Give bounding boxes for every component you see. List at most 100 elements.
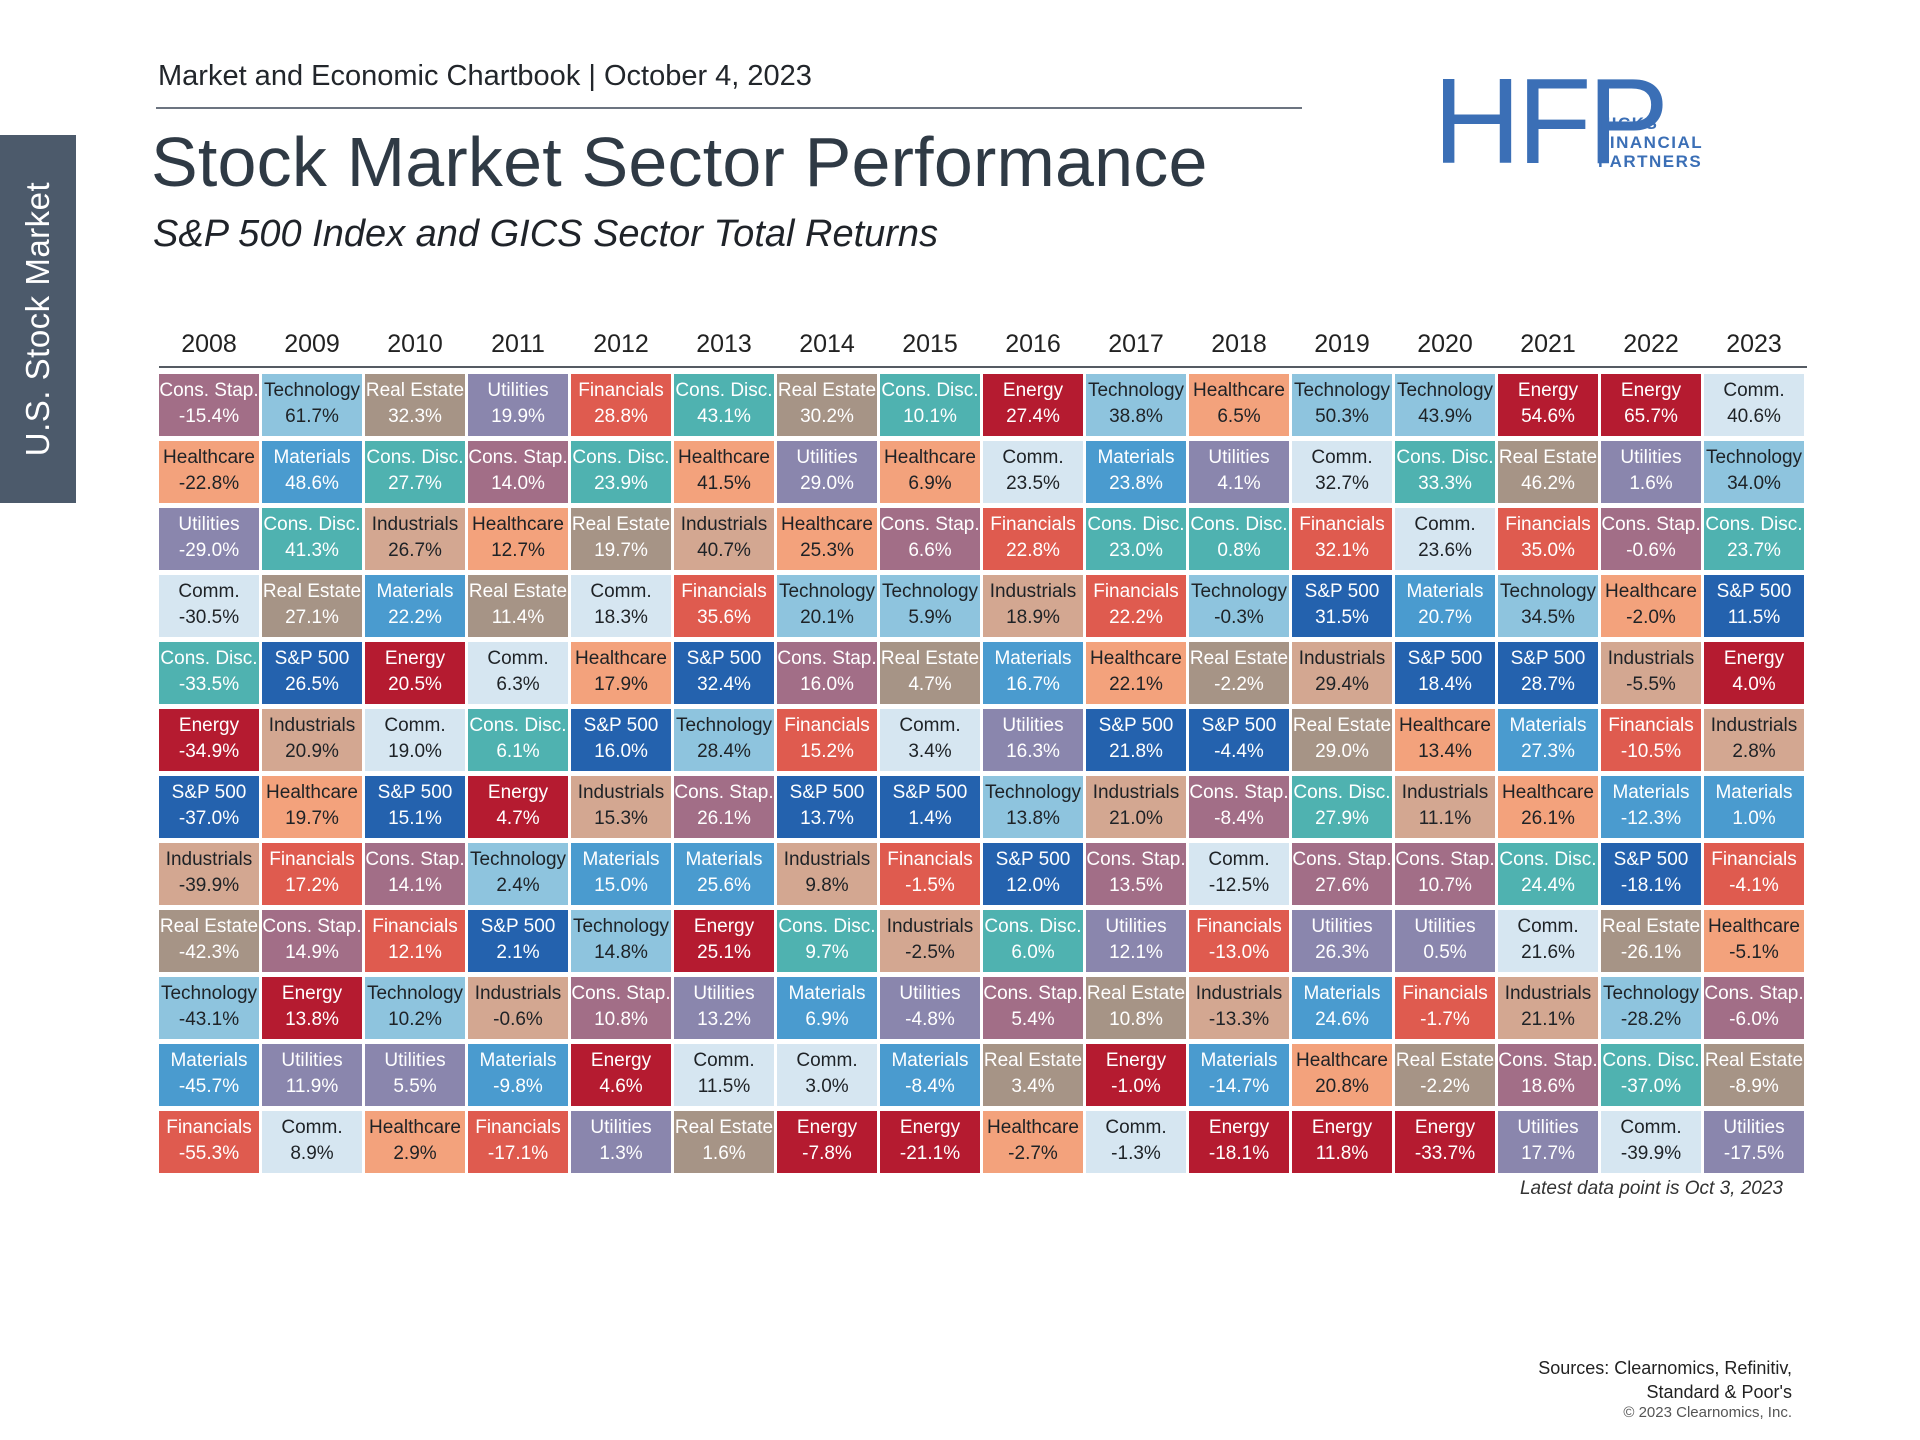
sector-tile: Real Estate 19.7%: [571, 508, 671, 570]
sector-return: 11.5%: [697, 1076, 751, 1097]
sector-name: Technology: [1602, 983, 1700, 1004]
sector-name: Energy: [899, 1117, 961, 1138]
year-header-rule: [159, 366, 1807, 368]
sector-return: 50.3%: [1315, 406, 1369, 427]
sector-name: Cons. Stap.: [1292, 849, 1392, 870]
logo-mark: HFP: [1433, 53, 1669, 189]
sector-tile: Materials 1.0%: [1704, 776, 1804, 838]
sector-tile: Materials 27.3%: [1498, 709, 1598, 771]
sector-return: 12.7%: [491, 540, 545, 561]
sector-name: Financials: [1093, 581, 1179, 602]
sector-return: 19.9%: [491, 406, 545, 427]
sector-tile: Materials 24.6%: [1292, 977, 1392, 1039]
year-label: 2009: [284, 330, 340, 358]
sector-return: 17.9%: [594, 674, 648, 695]
sector-name: Healthcare: [1193, 380, 1285, 401]
sector-tile: Materials 15.0%: [571, 843, 671, 905]
sector-tile: Real Estate 1.6%: [674, 1111, 774, 1173]
sector-tile: Cons. Disc. 27.9%: [1292, 776, 1392, 838]
sector-name: Industrials: [1504, 983, 1592, 1004]
sector-name: Comm.: [1002, 447, 1064, 468]
sector-name: Cons. Stap.: [1086, 849, 1186, 870]
sector-return: -13.0%: [1208, 942, 1270, 963]
sector-name: Industrials: [886, 916, 974, 937]
sector-name: Financials: [372, 916, 458, 937]
sector-name: Industrials: [989, 581, 1077, 602]
sector-tile: Energy 25.1%: [674, 910, 774, 972]
sector-return: -13.3%: [1208, 1009, 1270, 1030]
sector-name: Utilities: [693, 983, 755, 1004]
sector-name: Real Estate: [674, 1117, 774, 1138]
sector-name: Technology: [984, 782, 1082, 803]
logo-line-3: PARTNERS: [1598, 152, 1703, 171]
sector-return: 15.2%: [800, 741, 854, 762]
page-title: Stock Market Sector Performance: [151, 123, 1208, 201]
sector-tile: Energy -1.0%: [1086, 1044, 1186, 1106]
sector-tile: Cons. Disc. 0.8%: [1189, 508, 1289, 570]
sector-name: S&P 500: [1716, 581, 1792, 602]
sector-name: Comm.: [1208, 849, 1270, 870]
sector-tile: Technology 50.3%: [1292, 374, 1392, 436]
sector-tile: Energy 27.4%: [983, 374, 1083, 436]
sector-return: -7.8%: [802, 1143, 852, 1164]
sector-return: 29.0%: [800, 473, 854, 494]
sector-tile: Healthcare 6.5%: [1189, 374, 1289, 436]
sector-name: Cons. Stap.: [571, 983, 671, 1004]
sector-name: Cons. Disc.: [1396, 447, 1494, 468]
year-label: 2015: [902, 330, 958, 358]
sector-tile: Cons. Stap. 16.0%: [777, 642, 877, 704]
sector-return: 16.0%: [800, 674, 854, 695]
sector-name: S&P 500: [171, 782, 247, 803]
logo-line-1: HICKS: [1598, 114, 1659, 133]
sector-name: Energy: [796, 1117, 858, 1138]
sector-return: 13.2%: [697, 1009, 751, 1030]
sector-return: 16.3%: [1006, 741, 1060, 762]
sector-return: 16.0%: [594, 741, 648, 762]
sector-tile: Industrials 26.7%: [365, 508, 465, 570]
year-label: 2022: [1623, 330, 1679, 358]
sector-name: Financials: [990, 514, 1076, 535]
sector-return: 29.0%: [1315, 741, 1369, 762]
sector-name: Energy: [1002, 380, 1064, 401]
sector-tile: Energy 4.7%: [468, 776, 568, 838]
sector-return: 40.7%: [697, 540, 751, 561]
sector-return: 23.5%: [1006, 473, 1060, 494]
sector-tile: Materials -14.7%: [1189, 1044, 1289, 1106]
sector-name: S&P 500: [583, 715, 659, 736]
sector-tile: Utilities 16.3%: [983, 709, 1083, 771]
sector-name: Materials: [170, 1050, 248, 1071]
sector-tile: Materials 22.2%: [365, 575, 465, 637]
sector-tile: Materials 23.8%: [1086, 441, 1186, 503]
sector-name: Materials: [788, 983, 866, 1004]
sector-tile: Technology 20.1%: [777, 575, 877, 637]
sector-tile: Energy -7.8%: [777, 1111, 877, 1173]
sector-tile: Utilities -4.8%: [880, 977, 980, 1039]
sector-tile: Industrials -2.5%: [880, 910, 980, 972]
sector-return: -4.1%: [1729, 875, 1779, 896]
sector-name: Healthcare: [1708, 916, 1800, 937]
sector-tile: Financials -13.0%: [1189, 910, 1289, 972]
sector-tile: Comm. 23.6%: [1395, 508, 1495, 570]
sector-name: Materials: [479, 1050, 557, 1071]
sector-name: Utilities: [1414, 916, 1476, 937]
sector-return: 6.0%: [1011, 942, 1055, 963]
sector-name: S&P 500: [789, 782, 865, 803]
sector-tile: Industrials 15.3%: [571, 776, 671, 838]
sector-name: Utilities: [1620, 447, 1682, 468]
sector-return: 61.7%: [285, 406, 339, 427]
sector-return: 22.8%: [1006, 540, 1060, 561]
sector-name: Technology: [263, 380, 361, 401]
sector-name: Industrials: [783, 849, 871, 870]
sector-name: Real Estate: [1292, 715, 1392, 736]
sector-return: 18.6%: [1521, 1076, 1575, 1097]
sector-return: 25.1%: [697, 942, 751, 963]
sector-name: S&P 500: [1407, 648, 1483, 669]
sector-name: Materials: [582, 849, 660, 870]
year-label: 2010: [387, 330, 443, 358]
sector-return: 6.5%: [1217, 406, 1261, 427]
sector-name: Industrials: [1092, 782, 1180, 803]
sector-tile: Healthcare 41.5%: [674, 441, 774, 503]
sector-tile: Financials 35.6%: [674, 575, 774, 637]
sector-tile: Comm. 40.6%: [1704, 374, 1804, 436]
sector-return: 13.4%: [1418, 741, 1472, 762]
